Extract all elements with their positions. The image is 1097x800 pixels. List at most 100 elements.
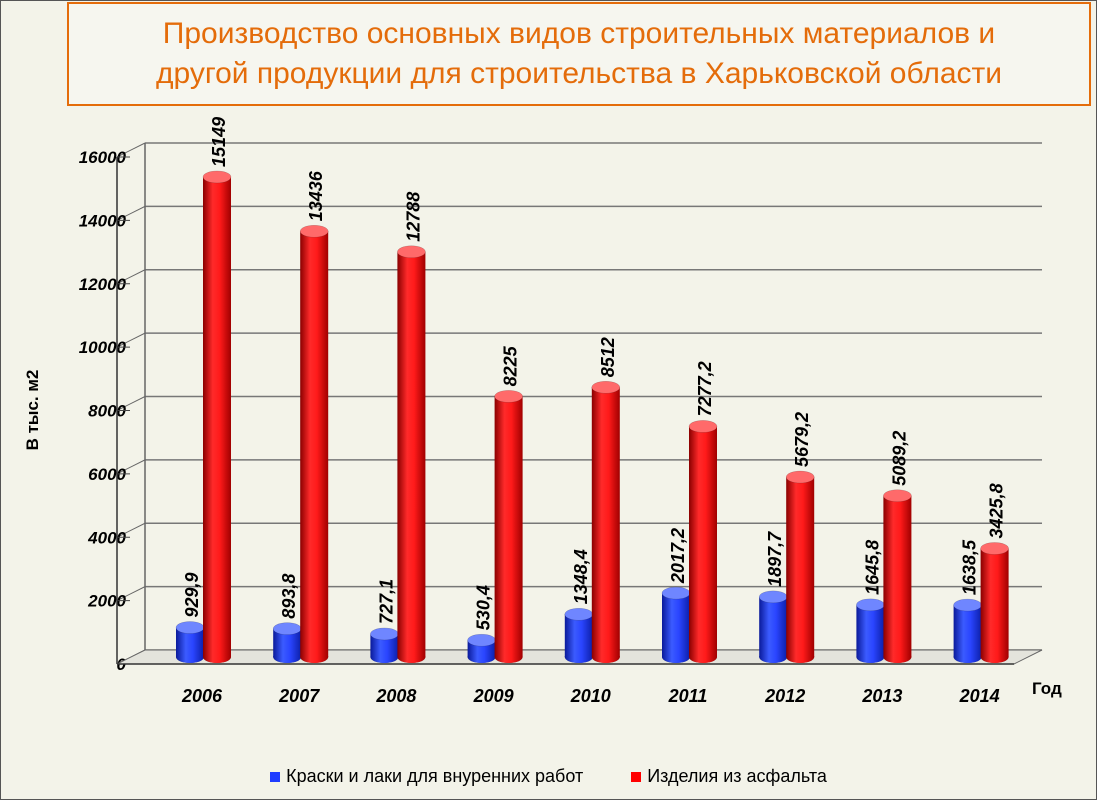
bar-bottom xyxy=(397,651,426,663)
data-label: 8512 xyxy=(598,337,618,377)
data-label: 15149 xyxy=(209,117,229,167)
bar xyxy=(883,495,912,657)
y-tick-label: 10000 xyxy=(79,338,127,357)
bar-top xyxy=(785,470,815,484)
legend-label-paints: Краски и лаки для внуренних работ xyxy=(286,766,584,786)
bar-bottom xyxy=(564,651,593,663)
gridline-depth xyxy=(116,205,146,221)
bar-bottom xyxy=(176,651,204,663)
gridline-depth xyxy=(116,522,146,538)
data-label: 8225 xyxy=(501,345,521,386)
legend-swatch-red xyxy=(631,771,642,782)
data-label: 12788 xyxy=(403,192,423,242)
x-tick-label: 2006 xyxy=(181,686,223,706)
y-tick-label: 12000 xyxy=(79,275,127,294)
bar-bottom xyxy=(786,651,815,663)
bar-top xyxy=(661,586,691,600)
x-tick-label: 2007 xyxy=(278,686,320,706)
data-label: 5679,2 xyxy=(792,412,812,467)
bar-bottom xyxy=(203,651,231,663)
data-label: 7277,2 xyxy=(695,361,715,416)
data-label: 727,1 xyxy=(376,579,396,624)
bar-bottom xyxy=(662,651,690,663)
bar-top xyxy=(299,224,329,238)
bar xyxy=(370,633,399,657)
y-axis-title: В тыс. м2 xyxy=(23,370,42,451)
bar-top xyxy=(175,621,205,634)
x-axis-title: Год xyxy=(1032,679,1062,698)
bar-bottom xyxy=(689,651,717,663)
bar-bottom xyxy=(953,651,982,663)
data-label: 5089,2 xyxy=(889,431,909,486)
x-tick-label: 2011 xyxy=(668,686,708,706)
chart-title: Производство основных видов строительных… xyxy=(67,2,1091,106)
y-tick-label: 16000 xyxy=(79,148,127,167)
bar xyxy=(953,605,982,657)
x-tick-label: 2013 xyxy=(861,686,902,706)
data-label: 929,9 xyxy=(182,572,202,617)
gridline-depth xyxy=(116,459,146,475)
bar-bottom xyxy=(980,651,1009,663)
bar-top xyxy=(883,489,912,502)
bar-bottom xyxy=(883,651,912,663)
gridline-depth xyxy=(116,396,146,411)
legend-item-paints: Краски и лаки для внуренних работ xyxy=(270,766,583,787)
bar-bottom xyxy=(300,651,329,663)
bar-bottom xyxy=(856,651,885,663)
gridline-depth xyxy=(116,332,146,348)
bar-top xyxy=(591,381,621,394)
legend: Краски и лаки для внуренних работ Издели… xyxy=(0,766,1097,787)
bar xyxy=(856,604,885,657)
data-label: 13436 xyxy=(306,170,326,221)
y-tick-label: 14000 xyxy=(79,211,127,230)
bar xyxy=(759,596,788,657)
bar-top xyxy=(370,627,399,641)
bar-top xyxy=(467,633,496,647)
bar-top xyxy=(272,622,302,635)
gridline-depth xyxy=(116,269,146,285)
bar-bottom xyxy=(591,651,620,663)
bar xyxy=(397,251,426,657)
data-label: 1638,5 xyxy=(960,539,980,595)
data-label: 1645,8 xyxy=(862,540,882,595)
data-label: 2017,2 xyxy=(668,528,688,584)
data-label: 1348,4 xyxy=(571,549,591,604)
bar-top xyxy=(688,420,718,433)
bar xyxy=(591,387,620,657)
bar xyxy=(786,477,815,657)
legend-swatch-blue xyxy=(270,771,281,782)
bar xyxy=(494,396,523,657)
x-tick-label: 2012 xyxy=(764,686,805,706)
bar-top xyxy=(980,542,1009,555)
data-label: 893,8 xyxy=(279,574,299,619)
bar xyxy=(662,593,690,657)
chart-title-line-2: другой продукции для строительства в Хар… xyxy=(155,57,1003,90)
legend-label-asphalt: Изделия из асфальта xyxy=(647,766,827,786)
x-tick-label: 2009 xyxy=(473,686,514,706)
chart-title-line-1: Производство основных видов строительных… xyxy=(162,17,996,50)
gridline-depth xyxy=(116,142,146,158)
bar xyxy=(564,614,593,657)
legend-item-asphalt: Изделия из асфальта xyxy=(631,766,827,787)
data-label: 3425,8 xyxy=(987,483,1007,538)
bar-top xyxy=(953,598,982,612)
bar xyxy=(203,176,231,657)
bar-top xyxy=(202,170,232,184)
bar xyxy=(689,426,717,657)
bar-top xyxy=(856,598,885,612)
bar-top xyxy=(494,390,523,403)
x-tick-label: 2008 xyxy=(375,686,416,706)
gridline-depth xyxy=(116,586,146,602)
bar xyxy=(300,231,329,657)
bar-bottom xyxy=(494,651,523,663)
data-label: 530,4 xyxy=(474,585,494,630)
bar-top xyxy=(397,245,426,259)
bar-bottom xyxy=(467,651,496,663)
bar-bottom xyxy=(370,651,399,663)
x-tick-label: 2014 xyxy=(959,686,1000,706)
bar-bottom xyxy=(273,651,302,663)
bar xyxy=(980,548,1009,657)
x-tick-label: 2010 xyxy=(570,686,611,706)
data-label: 1897,7 xyxy=(765,531,785,587)
